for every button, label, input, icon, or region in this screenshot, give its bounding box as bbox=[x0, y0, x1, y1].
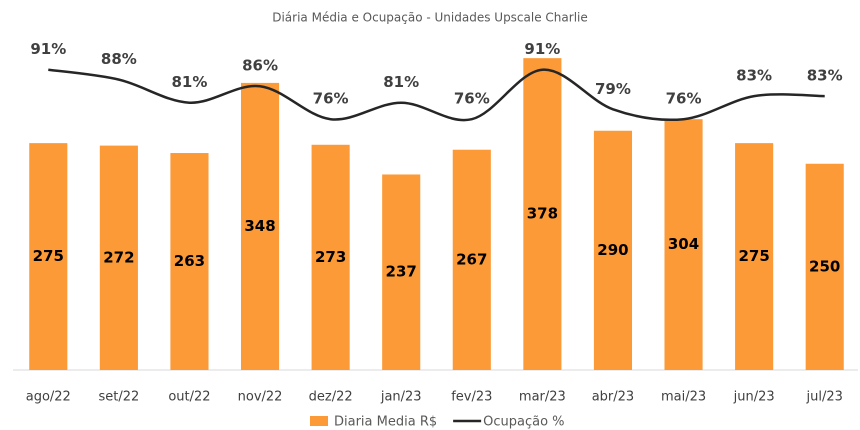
x-tick-label: nov/22 bbox=[238, 390, 283, 405]
x-tick-label: jan/23 bbox=[380, 390, 422, 405]
line-value-label: 76% bbox=[666, 90, 702, 108]
bar-value-label: 267 bbox=[456, 250, 487, 268]
line-value-label: 88% bbox=[101, 50, 137, 68]
bar-value-label: 275 bbox=[738, 247, 769, 265]
bar bbox=[170, 153, 209, 370]
x-tick-label: jun/23 bbox=[733, 390, 775, 405]
chart-title: Diária Média e Ocupação - Unidades Upsca… bbox=[272, 11, 588, 25]
line-value-label: 81% bbox=[172, 73, 208, 91]
x-tick-label: dez/22 bbox=[309, 390, 353, 405]
x-tick-label: jul/23 bbox=[806, 390, 843, 405]
legend-label: Ocupação % bbox=[483, 415, 564, 430]
line-value-label: 83% bbox=[807, 67, 843, 85]
x-tick-label: mai/23 bbox=[661, 390, 706, 405]
line-value-label: 79% bbox=[595, 80, 631, 98]
line-value-label: 86% bbox=[242, 57, 278, 75]
bar-value-label: 237 bbox=[386, 263, 417, 281]
bar bbox=[240, 82, 280, 371]
x-tick-label: mar/23 bbox=[519, 390, 566, 405]
line-value-label: 83% bbox=[736, 67, 772, 85]
bar bbox=[382, 174, 421, 370]
legend-label: Diaria Media R$ bbox=[334, 415, 437, 430]
bar-value-label: 378 bbox=[527, 205, 558, 223]
bar-value-label: 272 bbox=[103, 248, 134, 266]
bar bbox=[664, 119, 703, 370]
bar-value-label: 304 bbox=[668, 235, 699, 253]
bar-value-label: 275 bbox=[33, 247, 64, 265]
bar-value-label: 290 bbox=[597, 241, 628, 259]
x-tick-label: abr/23 bbox=[592, 390, 635, 405]
bar bbox=[523, 58, 562, 371]
bar bbox=[99, 145, 138, 370]
legend-swatch bbox=[310, 416, 328, 426]
bar-value-label: 273 bbox=[315, 248, 346, 266]
bar bbox=[29, 143, 68, 370]
line-value-label: 91% bbox=[524, 40, 560, 58]
bar bbox=[805, 163, 844, 370]
bar-value-label: 348 bbox=[244, 217, 275, 235]
line-value-label: 91% bbox=[30, 40, 66, 58]
bar bbox=[452, 149, 491, 370]
x-tick-label: ago/22 bbox=[26, 390, 71, 405]
x-tick-label: fev/23 bbox=[451, 390, 492, 405]
line-value-label: 76% bbox=[313, 90, 349, 108]
line-value-label: 76% bbox=[454, 90, 490, 108]
bar bbox=[311, 144, 350, 370]
bar-value-label: 263 bbox=[174, 252, 205, 270]
bar bbox=[593, 130, 633, 370]
x-tick-label: out/22 bbox=[168, 390, 210, 405]
line bbox=[48, 68, 825, 122]
line-value-label: 81% bbox=[383, 73, 419, 91]
bar-value-label: 250 bbox=[809, 257, 840, 275]
bar bbox=[735, 143, 774, 370]
x-tick-label: set/22 bbox=[98, 390, 139, 405]
